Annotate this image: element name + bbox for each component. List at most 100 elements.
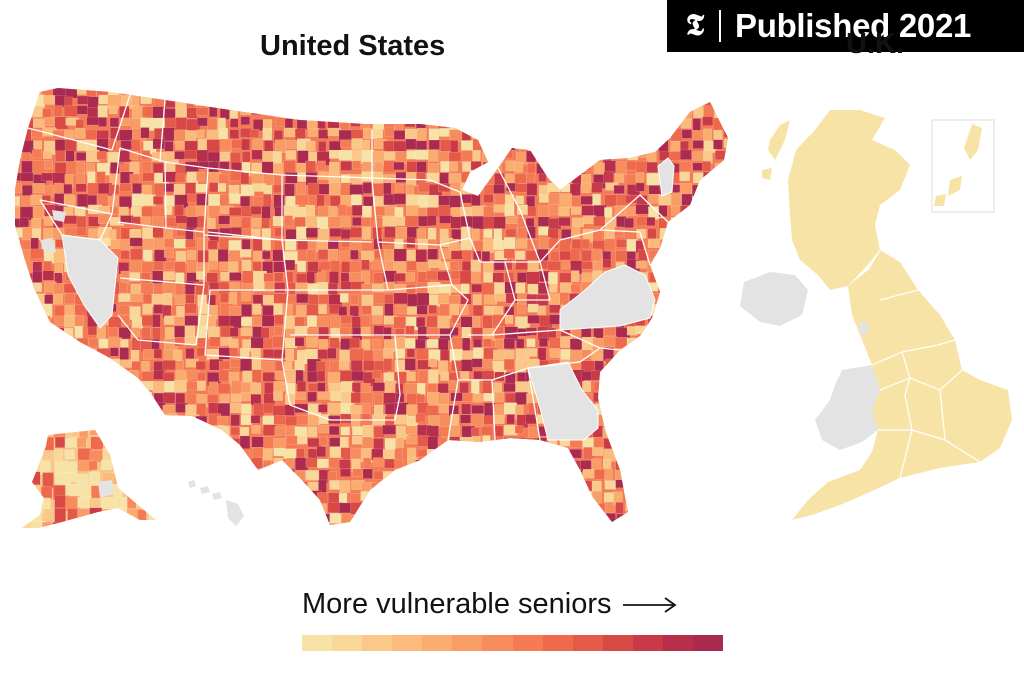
county-cell <box>175 173 186 183</box>
county-cell <box>109 347 119 357</box>
county-cell <box>174 204 184 217</box>
county-cell <box>681 403 691 416</box>
county-cell <box>21 88 34 96</box>
county-cell <box>219 468 230 483</box>
county-cell <box>297 172 308 182</box>
county-cell <box>241 270 255 285</box>
county-cell <box>250 382 262 396</box>
county-cell <box>482 161 497 171</box>
county-cell <box>372 382 385 392</box>
county-cell <box>129 151 139 160</box>
county-no-data <box>40 238 56 252</box>
county-cell <box>207 446 220 459</box>
county-cell <box>15 480 25 494</box>
county-cell <box>702 468 715 479</box>
county-cell <box>283 513 297 524</box>
county-cell <box>428 304 438 314</box>
county-cell <box>285 88 300 96</box>
county-cell <box>40 460 51 475</box>
county-cell <box>591 370 606 381</box>
county-cell <box>415 149 429 160</box>
county-cell <box>361 294 374 307</box>
county-cell <box>363 457 372 469</box>
county-cell <box>581 182 591 194</box>
county-cell <box>76 437 87 448</box>
county-cell <box>41 172 55 182</box>
county-cell <box>592 96 606 105</box>
county-cell <box>340 238 351 249</box>
county-cell <box>15 292 20 301</box>
county-cell <box>713 228 725 242</box>
county-cell <box>239 96 249 111</box>
county-cell <box>153 261 164 271</box>
county-cell <box>693 172 704 184</box>
county-cell <box>670 281 681 294</box>
county-cell <box>539 337 548 347</box>
county-cell <box>15 339 23 352</box>
county-cell <box>140 127 150 139</box>
county-cell <box>209 105 218 118</box>
county-cell <box>349 337 361 349</box>
county-cell <box>31 370 43 383</box>
county-cell <box>119 447 133 456</box>
county-cell <box>340 413 352 424</box>
county-cell <box>405 502 415 516</box>
county-cell <box>635 435 646 451</box>
county-cell <box>195 448 208 459</box>
county-cell <box>527 96 539 109</box>
county-cell <box>329 271 339 286</box>
county-cell <box>440 372 450 381</box>
county-cell <box>15 227 25 238</box>
county-cell <box>581 371 593 381</box>
county-cell <box>679 270 695 281</box>
county-cell <box>138 430 151 435</box>
legend-swatch <box>452 635 483 651</box>
county-cell <box>261 327 270 339</box>
county-cell <box>713 139 723 150</box>
county-cell <box>317 391 332 400</box>
county-cell <box>549 490 559 505</box>
county-cell <box>195 271 205 280</box>
county-cell <box>143 470 156 482</box>
county-cell <box>681 249 692 263</box>
county-cell <box>240 106 251 115</box>
county-cell <box>679 161 693 173</box>
county-cell <box>635 182 645 192</box>
county-cell <box>273 303 283 317</box>
county-cell <box>184 88 198 100</box>
county-cell <box>635 325 648 335</box>
county-cell <box>43 150 53 159</box>
county-cell <box>264 526 275 536</box>
county-cell <box>306 337 318 348</box>
county-cell <box>140 380 155 391</box>
county-cell <box>19 402 33 412</box>
county-cell <box>416 394 426 404</box>
county-cell <box>449 514 464 524</box>
county-cell <box>173 436 185 447</box>
county-cell <box>494 139 508 152</box>
county-cell <box>472 150 481 162</box>
county-cell <box>97 105 108 118</box>
county-cell <box>438 338 449 352</box>
county-cell <box>53 105 63 117</box>
county-cell <box>625 138 639 152</box>
county-cell <box>141 216 151 227</box>
county-cell <box>528 138 538 152</box>
county-cell <box>669 459 683 471</box>
county-cell <box>29 471 41 485</box>
county-cell <box>592 503 606 518</box>
county-cell <box>470 183 480 196</box>
county-cell <box>681 129 693 139</box>
county-cell <box>196 512 208 525</box>
county-cell <box>396 437 405 448</box>
county-cell <box>725 315 728 328</box>
county-cell <box>395 348 406 359</box>
county-cell <box>515 94 528 109</box>
county-cell <box>20 380 34 395</box>
county-cell <box>712 317 726 331</box>
county-cell <box>163 457 177 469</box>
county-cell <box>615 460 626 471</box>
county-cell <box>360 326 371 337</box>
county-cell <box>426 215 437 226</box>
county-cell <box>393 316 406 329</box>
